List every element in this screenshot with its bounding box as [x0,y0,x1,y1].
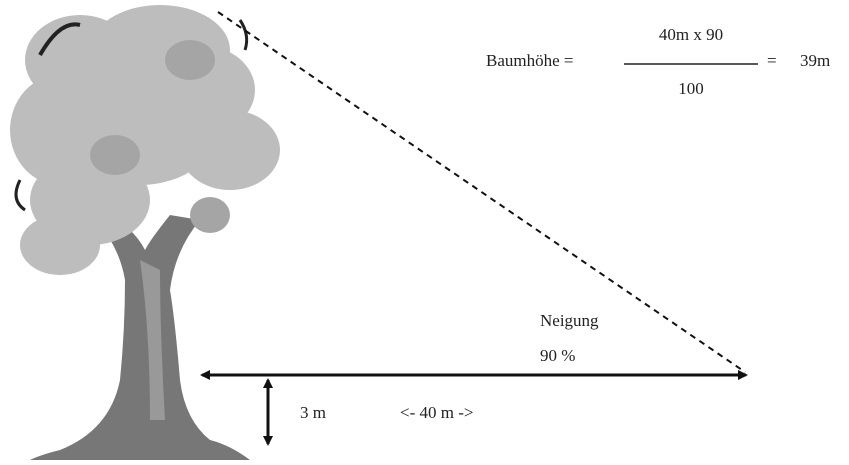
formula-denominator: 100 [678,79,704,98]
tree [10,5,280,460]
height-offset: 3 m [300,403,326,422]
slope-value: 90 % [540,346,575,365]
formula-result: 39m [800,51,830,70]
sight-line [217,11,746,373]
formula-equals: = [767,51,777,70]
slope-label: Neigung [540,311,599,330]
formula-label: Baumhöhe = [486,51,574,70]
formula-numerator: 40m x 90 [659,25,723,44]
distance-label: <- 40 m -> [400,403,473,422]
